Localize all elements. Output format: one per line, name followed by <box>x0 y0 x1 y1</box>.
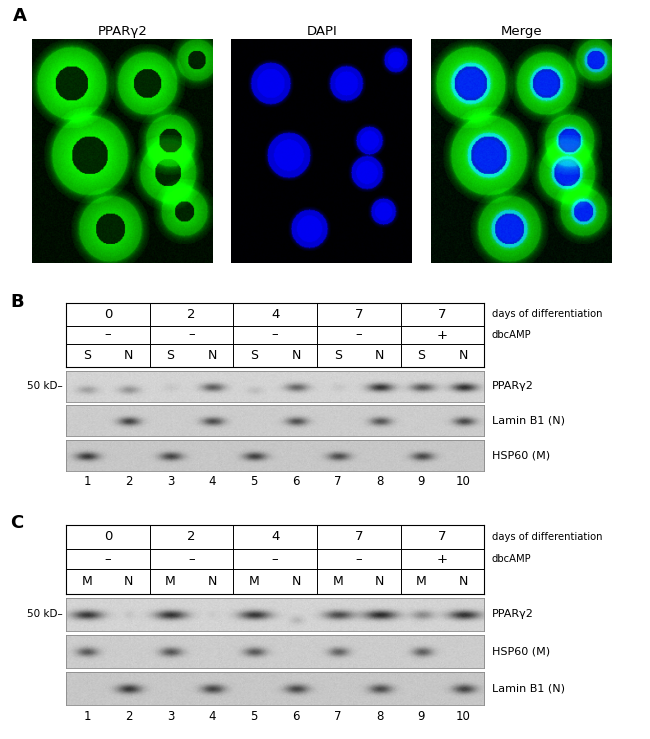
Text: 8: 8 <box>376 475 384 488</box>
Text: M: M <box>249 575 259 588</box>
Text: HSP60 (M): HSP60 (M) <box>491 647 550 656</box>
Text: 4: 4 <box>209 709 216 723</box>
Text: N: N <box>375 575 384 588</box>
Text: –: – <box>356 329 362 341</box>
Text: 3: 3 <box>167 709 174 723</box>
Text: N: N <box>124 350 133 362</box>
Text: 2: 2 <box>187 531 196 543</box>
Text: N: N <box>375 350 384 362</box>
Text: M: M <box>165 575 176 588</box>
Text: M: M <box>416 575 427 588</box>
Text: M: M <box>332 575 343 588</box>
Text: N: N <box>458 350 468 362</box>
Text: S: S <box>250 350 258 362</box>
Text: PPARγ2: PPARγ2 <box>491 610 534 619</box>
Text: –: – <box>188 553 195 566</box>
Text: HSP60 (M): HSP60 (M) <box>491 450 550 460</box>
Text: 9: 9 <box>418 475 425 488</box>
Text: 8: 8 <box>376 709 384 723</box>
Text: Lamin B1 (N): Lamin B1 (N) <box>491 416 565 426</box>
Text: 7: 7 <box>334 475 341 488</box>
Text: 1: 1 <box>83 709 91 723</box>
Text: S: S <box>166 350 175 362</box>
Text: –: – <box>356 553 362 566</box>
Text: 7: 7 <box>354 307 363 321</box>
Text: –: – <box>272 329 278 341</box>
Text: +: + <box>437 553 448 566</box>
Text: A: A <box>13 7 27 25</box>
Text: S: S <box>334 350 342 362</box>
Text: –: – <box>105 553 111 566</box>
Text: N: N <box>291 575 301 588</box>
Text: 50 kD–: 50 kD– <box>27 381 63 392</box>
Text: 10: 10 <box>456 475 471 488</box>
Text: 5: 5 <box>250 475 258 488</box>
Text: N: N <box>208 575 217 588</box>
Text: 1: 1 <box>83 475 91 488</box>
Text: 4: 4 <box>271 307 280 321</box>
Text: 7: 7 <box>438 307 447 321</box>
Text: 7: 7 <box>334 709 341 723</box>
Text: –: – <box>272 553 278 566</box>
Text: 6: 6 <box>292 475 300 488</box>
Text: dbcAMP: dbcAMP <box>491 330 531 340</box>
Text: S: S <box>417 350 425 362</box>
Text: 7: 7 <box>438 531 447 543</box>
Text: 10: 10 <box>456 709 471 723</box>
Text: N: N <box>208 350 217 362</box>
Text: S: S <box>83 350 91 362</box>
Text: N: N <box>124 575 133 588</box>
Text: 4: 4 <box>271 531 280 543</box>
Text: N: N <box>458 575 468 588</box>
Text: PPARγ2: PPARγ2 <box>491 381 534 392</box>
Text: M: M <box>81 575 92 588</box>
Text: 50 kD–: 50 kD– <box>27 610 63 619</box>
Text: 0: 0 <box>103 531 112 543</box>
Text: 5: 5 <box>250 709 258 723</box>
Text: 7: 7 <box>354 531 363 543</box>
Text: 9: 9 <box>418 709 425 723</box>
Text: 3: 3 <box>167 475 174 488</box>
Text: days of differentiation: days of differentiation <box>491 309 602 319</box>
Text: dbcAMP: dbcAMP <box>491 554 531 565</box>
Text: 2: 2 <box>125 475 133 488</box>
Text: days of differentiation: days of differentiation <box>491 532 602 542</box>
Text: +: + <box>437 329 448 341</box>
Text: Lamin B1 (N): Lamin B1 (N) <box>491 683 565 693</box>
Text: 4: 4 <box>209 475 216 488</box>
Text: 0: 0 <box>103 307 112 321</box>
Text: 6: 6 <box>292 709 300 723</box>
Text: N: N <box>291 350 301 362</box>
Text: 2: 2 <box>187 307 196 321</box>
Text: 2: 2 <box>125 709 133 723</box>
Text: –: – <box>105 329 111 341</box>
Text: –: – <box>188 329 195 341</box>
Text: B: B <box>10 293 23 311</box>
Text: C: C <box>10 514 23 532</box>
